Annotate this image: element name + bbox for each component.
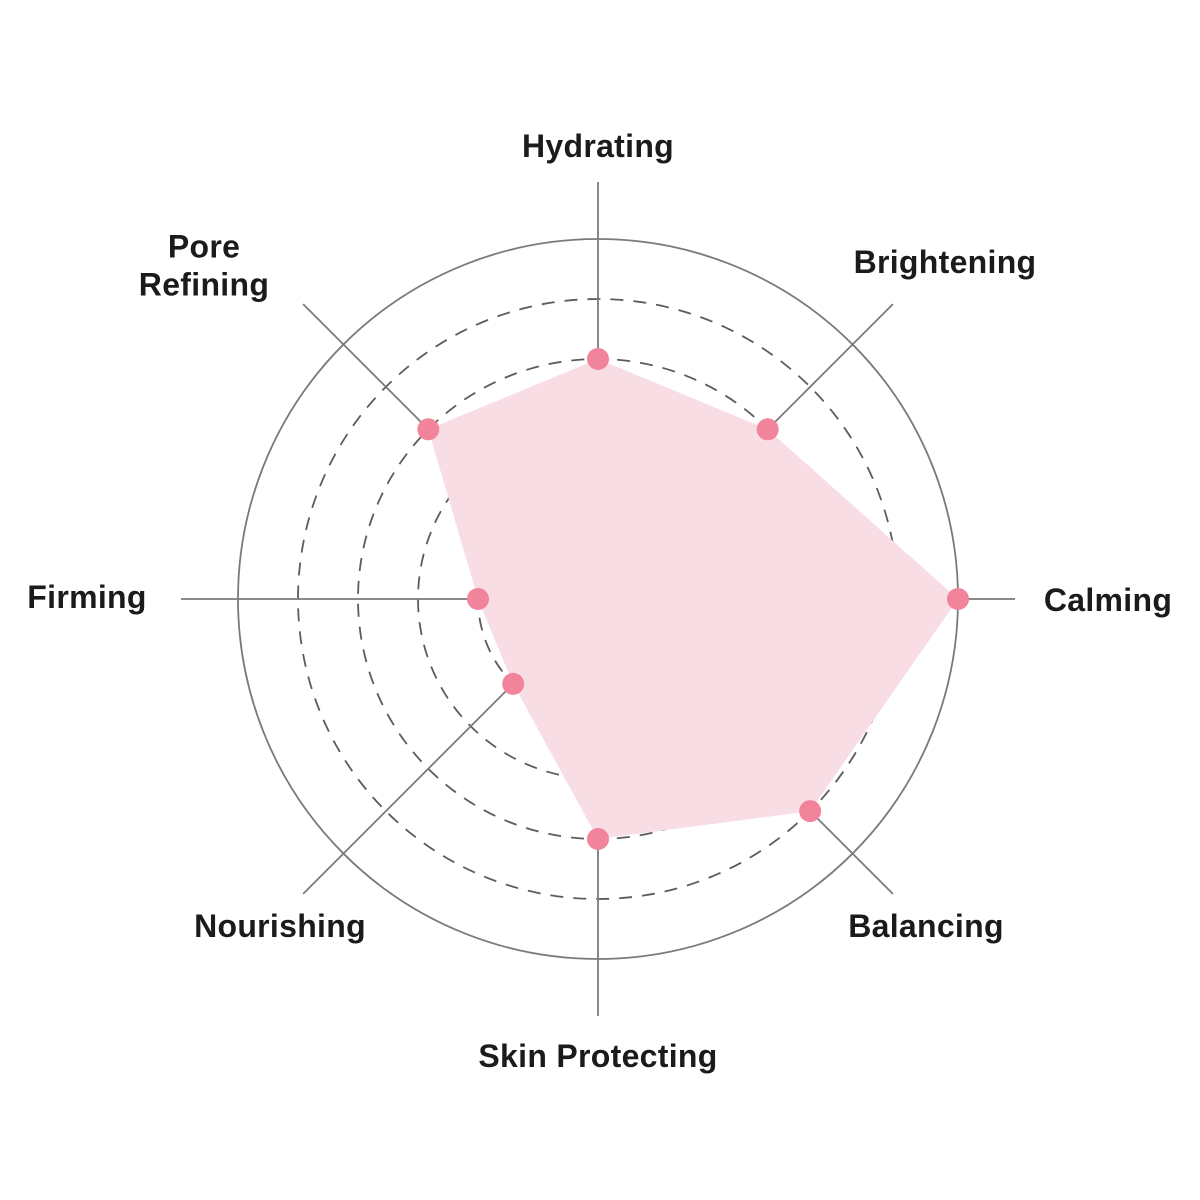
radar-value-dot xyxy=(467,588,489,610)
axis-label-calming: Calming xyxy=(1043,581,1173,618)
radar-value-dot xyxy=(756,418,779,441)
radar-value-dot xyxy=(587,828,609,850)
axis-label-pore-refining: Pore Refining xyxy=(138,228,270,303)
radar-value-polygon xyxy=(428,359,958,839)
radar-value-dot xyxy=(799,800,822,823)
radar-value-dot xyxy=(947,588,969,610)
radar-value-dot xyxy=(502,672,525,695)
axis-label-brightening: Brightening xyxy=(853,243,1037,280)
axis-label-hydrating: Hydrating xyxy=(521,127,675,164)
radar-value-dot xyxy=(587,348,609,370)
radar-value-dot xyxy=(417,418,440,441)
axis-label-firming: Firming xyxy=(27,578,147,615)
axis-label-skin-protecting: Skin Protecting xyxy=(478,1037,718,1074)
axis-label-balancing: Balancing xyxy=(848,907,1004,944)
axis-label-nourishing: Nourishing xyxy=(194,907,366,944)
